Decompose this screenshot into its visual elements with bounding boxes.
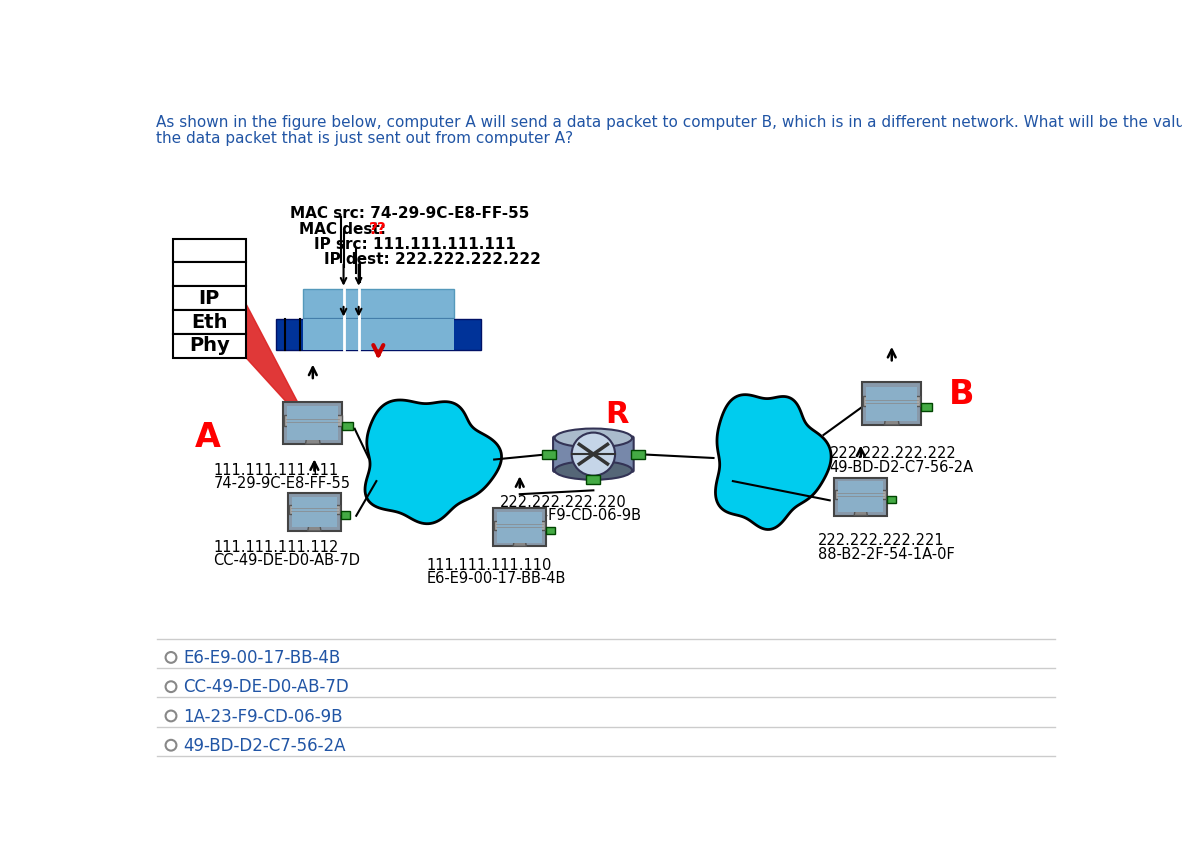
Circle shape — [165, 652, 176, 663]
Text: Phy: Phy — [189, 336, 229, 356]
Bar — [498, 512, 543, 542]
Bar — [878, 407, 905, 411]
Text: IP: IP — [199, 289, 220, 308]
Polygon shape — [855, 500, 868, 516]
Text: CC-49-DE-D0-AB-7D: CC-49-DE-D0-AB-7D — [214, 553, 361, 567]
Circle shape — [165, 740, 176, 751]
Text: 49-BD-D2-C7-56-2A: 49-BD-D2-C7-56-2A — [830, 459, 974, 475]
Text: 88-B2-2F-54-1A-0F: 88-B2-2F-54-1A-0F — [818, 547, 955, 561]
Polygon shape — [246, 304, 313, 431]
Polygon shape — [715, 394, 831, 529]
Bar — [863, 396, 921, 407]
Text: E6-E9-00-17-BB-4B: E6-E9-00-17-BB-4B — [427, 571, 566, 586]
Text: Eth: Eth — [191, 312, 228, 331]
Bar — [299, 426, 326, 430]
Bar — [543, 450, 557, 458]
Polygon shape — [365, 400, 501, 523]
Bar — [508, 530, 532, 534]
Text: As shown in the figure below, computer A will send a data packet to computer B, : As shown in the figure below, computer A… — [156, 115, 1182, 131]
Bar — [863, 382, 921, 425]
Bar — [303, 515, 326, 518]
Text: MAC dest:: MAC dest: — [299, 221, 391, 237]
Bar — [303, 289, 454, 317]
Text: the data packet that is just sent out from computer A?: the data packet that is just sent out fr… — [156, 131, 572, 145]
Bar — [340, 511, 350, 519]
Bar — [849, 500, 872, 503]
Text: E6-E9-00-17-BB-4B: E6-E9-00-17-BB-4B — [183, 650, 340, 667]
Bar — [866, 387, 917, 421]
Bar — [288, 493, 340, 531]
Ellipse shape — [554, 461, 632, 480]
Polygon shape — [307, 516, 322, 531]
Bar — [546, 527, 556, 534]
Bar — [838, 481, 883, 512]
Bar — [173, 311, 246, 334]
Text: 1A-23-F9-CD-06-9B: 1A-23-F9-CD-06-9B — [183, 708, 343, 726]
Text: 222.222.222.221: 222.222.222.221 — [818, 534, 944, 548]
Text: CC-49-DE-D0-AB-7D: CC-49-DE-D0-AB-7D — [183, 678, 349, 696]
Text: 1A-23-F9-CD-06-9B: 1A-23-F9-CD-06-9B — [500, 508, 642, 523]
Bar — [834, 477, 888, 516]
Bar — [288, 505, 340, 515]
Text: 222.222.222.222: 222.222.222.222 — [830, 446, 956, 461]
Bar — [173, 239, 246, 262]
Text: MAC src: 74-29-9C-E8-FF-55: MAC src: 74-29-9C-E8-FF-55 — [290, 206, 530, 221]
Text: 49-BD-D2-C7-56-2A: 49-BD-D2-C7-56-2A — [183, 737, 346, 755]
Bar — [173, 334, 246, 358]
Bar — [343, 422, 352, 431]
Bar — [921, 403, 931, 411]
Bar — [284, 401, 343, 444]
Bar — [494, 521, 545, 530]
Text: IP dest: 222.222.222.222: IP dest: 222.222.222.222 — [324, 253, 541, 267]
Circle shape — [572, 432, 615, 476]
Text: 74-29-9C-E8-FF-55: 74-29-9C-E8-FF-55 — [214, 476, 351, 490]
Polygon shape — [884, 408, 900, 425]
Text: 111.111.111.111: 111.111.111.111 — [214, 464, 339, 478]
Bar — [888, 496, 896, 503]
Bar — [303, 319, 454, 350]
FancyBboxPatch shape — [553, 437, 634, 472]
Bar — [173, 262, 246, 286]
Text: IP src: 111.111.111.111: IP src: 111.111.111.111 — [314, 237, 517, 252]
Text: ??: ?? — [369, 221, 387, 237]
Polygon shape — [513, 531, 526, 547]
Bar — [586, 475, 600, 484]
Bar — [834, 490, 886, 499]
Circle shape — [165, 710, 176, 721]
Bar — [630, 450, 644, 458]
Text: R: R — [605, 400, 629, 429]
Bar — [275, 319, 481, 350]
Text: 111.111.111.112: 111.111.111.112 — [214, 541, 339, 555]
Bar — [292, 497, 337, 528]
Polygon shape — [305, 427, 320, 444]
Text: 222.222.222.220: 222.222.222.220 — [500, 495, 628, 510]
Text: B: B — [949, 378, 974, 412]
Text: 111.111.111.110: 111.111.111.110 — [427, 558, 552, 573]
Circle shape — [165, 682, 176, 692]
Bar — [287, 406, 338, 440]
Text: A: A — [195, 420, 221, 454]
Bar — [493, 509, 546, 547]
Bar — [284, 415, 342, 426]
Ellipse shape — [554, 428, 632, 447]
Bar — [173, 286, 246, 311]
